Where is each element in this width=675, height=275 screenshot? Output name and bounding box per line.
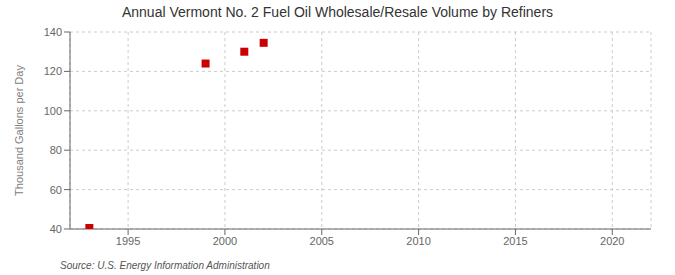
svg-text:120: 120	[44, 65, 62, 77]
svg-text:140: 140	[44, 26, 62, 38]
svg-text:2005: 2005	[310, 235, 334, 247]
svg-text:40: 40	[50, 223, 62, 235]
svg-text:2015: 2015	[503, 235, 527, 247]
html-text:Source: U.S. Energy Informatio: Source: U.S. Energy Information Administ…	[60, 260, 270, 271]
svg-text:1995: 1995	[116, 235, 140, 247]
svg-text:100: 100	[44, 105, 62, 117]
svg-text:80: 80	[50, 144, 62, 156]
html-text:Annual Vermont No. 2 Fuel Oil: Annual Vermont No. 2 Fuel Oil Wholesale/…	[121, 4, 553, 20]
svg-text:2020: 2020	[600, 235, 624, 247]
svg-text:2010: 2010	[406, 235, 430, 247]
svg-text:Thousand Gallons per Day: Thousand Gallons per Day	[13, 65, 25, 196]
svg-text:2000: 2000	[213, 235, 237, 247]
svg-text:60: 60	[50, 184, 62, 196]
